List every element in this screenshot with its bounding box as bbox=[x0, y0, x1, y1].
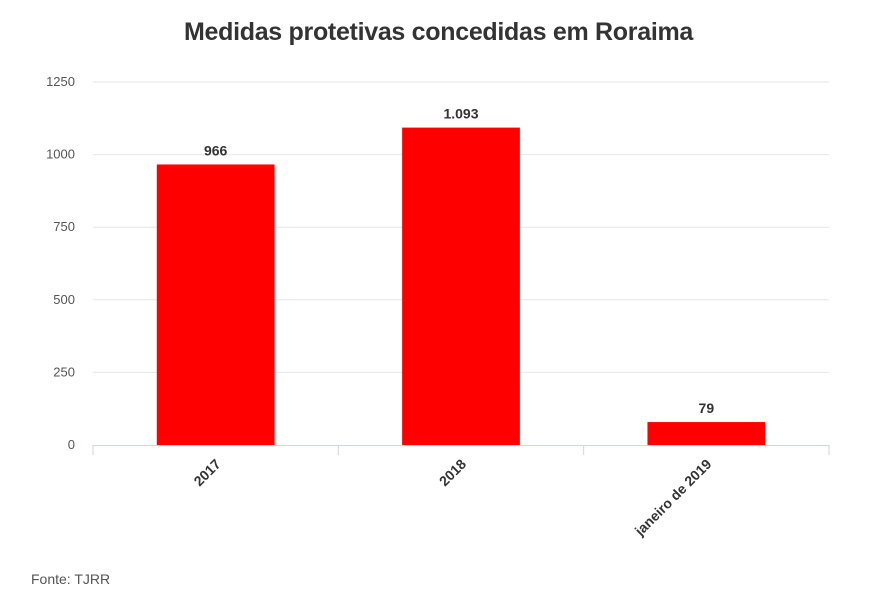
y-axis-ticks: 0 250 500 750 1000 1250 bbox=[46, 74, 75, 452]
chart-title: Medidas protetivas concedidas em Roraima bbox=[183, 18, 693, 46]
bar bbox=[156, 164, 275, 445]
x-category-label: 2018 bbox=[436, 456, 469, 489]
data-label: 966 bbox=[204, 142, 228, 158]
bars bbox=[156, 127, 766, 445]
y-tick-label: 1000 bbox=[46, 147, 75, 162]
x-axis-labels: 2017 2018 janeiro de 2019 bbox=[190, 456, 714, 540]
y-tick-label: 250 bbox=[53, 364, 75, 379]
bar bbox=[647, 422, 766, 445]
x-category-label: 2017 bbox=[190, 456, 223, 489]
y-tick-label: 500 bbox=[53, 292, 75, 307]
x-category-label: janeiro de 2019 bbox=[631, 456, 715, 540]
x-axis bbox=[92, 445, 830, 455]
y-tick-label: 0 bbox=[68, 437, 75, 452]
bar bbox=[402, 127, 520, 445]
data-label: 79 bbox=[699, 400, 715, 416]
y-tick-label: 750 bbox=[53, 219, 75, 234]
y-tick-label: 1250 bbox=[46, 74, 75, 89]
data-labels: 966 1.093 79 bbox=[204, 106, 714, 416]
source-note: Fonte: TJRR bbox=[31, 571, 111, 587]
data-label: 1.093 bbox=[443, 106, 478, 122]
